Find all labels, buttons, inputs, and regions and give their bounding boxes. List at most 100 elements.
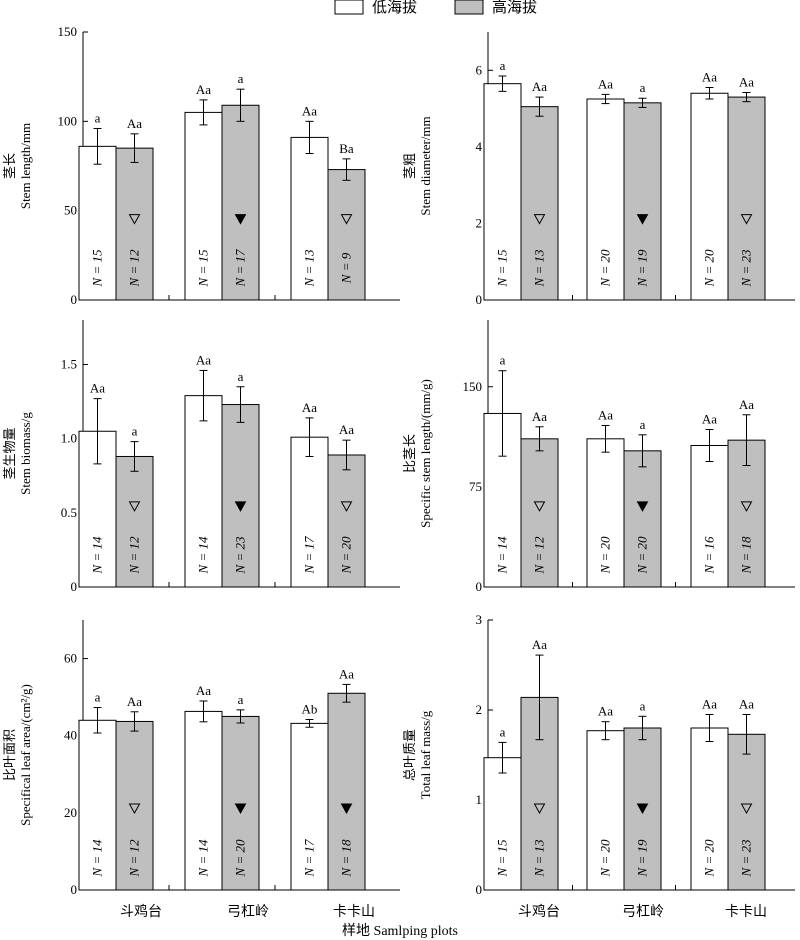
significance-label: Aa — [598, 407, 613, 422]
sample-size-label: N = 18 — [739, 536, 754, 574]
y-axis-label-cn: 茎生物量 — [2, 427, 17, 479]
sample-size-label: N = 15 — [495, 249, 510, 287]
bar-high — [327, 454, 366, 588]
open-triangle-marker — [740, 501, 753, 512]
x-category-left-2: 卡卡山 — [333, 904, 375, 920]
significance-label: a — [640, 80, 646, 95]
y-axis-label-cn: 茎粗 — [402, 153, 417, 179]
y-axis-label: 茎长Stem length/mm — [2, 123, 33, 209]
y-axis-label-en: Stem diameter/mm — [418, 116, 433, 215]
bar-low — [184, 111, 223, 301]
sample-size-label: N = 20 — [598, 839, 613, 877]
significance-label: a — [500, 724, 506, 739]
significance-label: a — [500, 58, 506, 73]
significance-label: Aa — [339, 666, 354, 681]
significance-label: Aa — [702, 70, 717, 85]
sample-size-label: N = 20 — [635, 536, 650, 574]
sample-size-label: N = 20 — [702, 839, 717, 877]
bar-high — [115, 455, 154, 588]
y-tick-label: 150 — [463, 379, 483, 394]
open-triangle-marker — [740, 803, 753, 815]
significance-label: Aa — [739, 397, 754, 412]
y-tick-label: 0 — [476, 882, 483, 897]
legend: 低海拔 高海拔 — [334, 0, 537, 16]
y-axis-label-cn: 茎长 — [2, 153, 17, 179]
y-tick-label: 60 — [64, 651, 77, 666]
sample-size-label: N = 12 — [127, 839, 142, 877]
x-category-right-2: 卡卡山 — [725, 904, 767, 920]
sample-size-label: N = 12 — [127, 536, 142, 574]
bar-high — [221, 404, 260, 588]
sample-size-label: N = 23 — [739, 839, 754, 877]
open-triangle-marker — [128, 501, 141, 512]
y-tick-label: 6 — [476, 62, 483, 77]
significance-label: Aa — [739, 74, 754, 89]
filled-triangle-marker — [636, 803, 649, 815]
sample-size-label: N = 13 — [532, 839, 547, 877]
bar-high — [623, 102, 662, 301]
filled-triangle-marker — [234, 501, 247, 512]
panels: 0 50 1 0 0 150 茎长Stem length/mm a N = 15 Aa N = 15… — [2, 24, 795, 897]
bar-high — [520, 438, 559, 588]
significance-label: Aa — [598, 76, 613, 91]
x-category-left-1: 弓杠岭 — [227, 904, 269, 920]
significance-label: Aa — [739, 697, 754, 712]
y-tick-label: 1.5 — [61, 357, 77, 372]
y-tick-label: 50 — [64, 203, 77, 218]
open-triangle-marker — [533, 803, 546, 815]
y-tick-label: 0 — [476, 292, 483, 307]
significance-label: Aa — [302, 400, 317, 415]
significance-label: Aa — [196, 683, 211, 698]
significance-label: Aa — [196, 352, 211, 367]
panel-total-leaf-mass: 0 1 2 3 总叶质量Total leaf mass/g a N = 15 Aa N = 20… — [402, 612, 795, 897]
sample-size-label: N = 23 — [739, 249, 754, 287]
significance-label: Aa — [127, 116, 142, 131]
x-category-left-0: 斗鸡台 — [120, 903, 162, 920]
bar-high — [327, 169, 366, 301]
filled-triangle-marker — [234, 803, 247, 815]
y-axis-label: 总叶质量Total leaf mass/g — [402, 710, 433, 799]
significance-label: a — [238, 369, 244, 384]
significance-label: Aa — [90, 381, 105, 396]
y-tick-label: 1 — [476, 792, 483, 807]
sample-size-label: N = 23 — [233, 536, 248, 574]
y-tick-label: 40 — [64, 728, 77, 743]
y-axis-label: 茎粗Stem diameter/mm — [402, 116, 433, 215]
sample-size-label: N = 20 — [702, 249, 717, 287]
sample-size-label: N = 14 — [495, 536, 510, 574]
bar-low — [690, 727, 729, 891]
bar-high — [221, 715, 260, 891]
significance-label: Aa — [302, 103, 317, 118]
y-tick-label: 2 — [476, 215, 483, 230]
y-tick-label: 3 — [476, 612, 483, 627]
panel-specific-leaf-area: 0 20 40 60 比叶面积Specifical leaf area/(cm²/g) a… — [2, 620, 400, 897]
y-tick-label: 150 — [58, 24, 78, 39]
open-triangle-marker — [340, 501, 353, 512]
sample-size-label: N = 15 — [196, 249, 211, 287]
bar-low — [78, 145, 117, 301]
bar-low — [483, 757, 522, 891]
bar-low — [586, 98, 625, 301]
sample-size-label: N = 18 — [339, 839, 354, 877]
y-axis-label-cn: 总叶质量 — [402, 729, 417, 781]
bar-low — [290, 136, 329, 301]
open-triangle-marker — [128, 214, 141, 225]
bar-high — [727, 96, 766, 301]
legend-label-low: 低海拔 — [372, 0, 417, 16]
significance-label: a — [500, 353, 506, 368]
bar-low — [690, 92, 729, 301]
y-tick-label: 0 — [71, 292, 78, 307]
sample-size-label: N = 17 — [233, 249, 248, 287]
bar-low — [483, 83, 522, 301]
panel-stem-diameter: 0 2 4 6 茎粗Stem diameter/mm a N = 15 Aa N = 20 Aa N… — [402, 32, 795, 307]
y-tick-label: 0.5 — [61, 505, 77, 520]
x-axis-title: 样地 Samlping plots — [342, 923, 458, 939]
sample-size-label: N = 14 — [90, 536, 105, 574]
panel-stem-biomass: 0 0.5 1.0 1.5 茎生物量Stem biomass/g Aa N = 14 Aa N … — [2, 320, 400, 594]
sample-size-label: N = 14 — [196, 839, 211, 877]
filled-triangle-marker — [636, 501, 649, 512]
significance-label: Aa — [532, 637, 547, 652]
y-axis-label-cn: 比茎长 — [402, 434, 417, 473]
open-triangle-marker — [533, 501, 546, 512]
significance-label: a — [238, 71, 244, 86]
